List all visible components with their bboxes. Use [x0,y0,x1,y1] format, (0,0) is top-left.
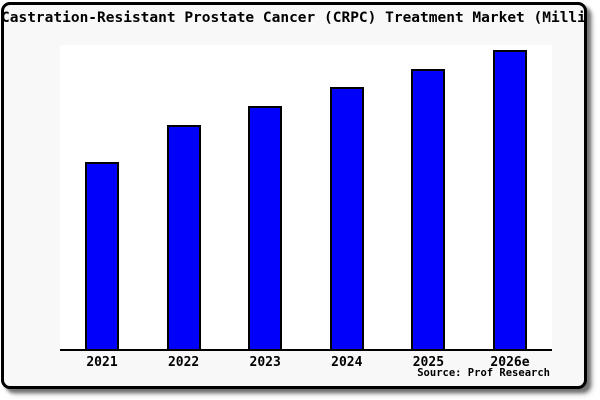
x-axis-labels: 2021 2022 2023 2024 2025 2026e [60,355,552,371]
bar-2024 [329,87,364,349]
x-axis-label-2024: 2024 [331,355,363,370]
bar-2026e [493,50,527,349]
x-axis-label-2022: 2022 [167,355,200,370]
bar-2021 [85,162,119,349]
x-axis-label-2025: 2025 [412,355,445,370]
bar-2025 [411,69,446,349]
x-axis-label-2021: 2021 [86,355,118,370]
chart-title: Castration-Resistant Prostate Cancer (CR… [1,10,586,26]
x-axis-label-2023: 2023 [249,355,281,370]
plot-area [60,45,552,351]
bar-2022 [166,125,201,349]
source-attribution: Source: Prof Research [417,367,550,379]
bar-2023 [248,106,283,349]
chart-frame: Castration-Resistant Prostate Cancer (CR… [1,2,587,389]
x-axis-label-2026e: 2026e [490,355,530,370]
